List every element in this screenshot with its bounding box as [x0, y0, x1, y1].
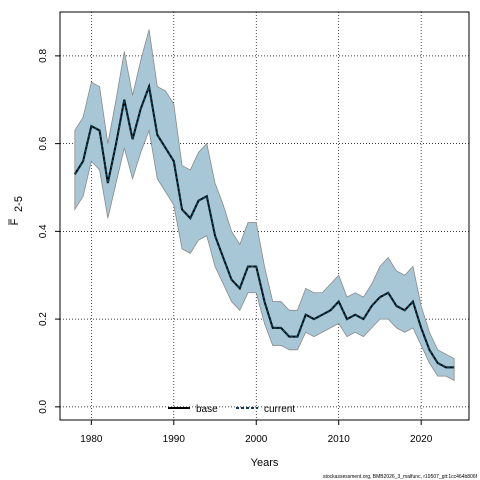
y-axis-ticks: 0.0 0.2 0.4 0.6 0.8 — [38, 48, 60, 414]
confidence-band — [74, 29, 455, 382]
footer-credit: stockassessment.org, BMB2026_3_malfunc, … — [323, 474, 478, 480]
x-tick-label: 1990 — [163, 434, 186, 445]
confidence-band-layer — [74, 29, 455, 382]
y-tick-label: 0.4 — [38, 224, 49, 238]
x-tick-label: 2020 — [410, 434, 433, 445]
legend: base current — [168, 404, 295, 415]
x-axis-ticks: 1980 1990 2000 2010 2020 — [80, 420, 433, 445]
legend-label-current: current — [264, 404, 295, 415]
y-axis-title-main: F — [9, 218, 21, 225]
y-tick-label: 0.8 — [38, 48, 49, 62]
y-axis-title: F 2-5 — [8, 196, 25, 225]
y-tick-label: 0.6 — [38, 136, 49, 150]
series-lines-layer — [73, 82, 455, 369]
x-axis-title: Years — [251, 457, 279, 469]
plot-frame — [59, 11, 470, 421]
series-line-current — [73, 82, 455, 369]
y-tick-label: 0.2 — [38, 312, 49, 326]
x-tick-label: 2000 — [245, 434, 268, 445]
y-tick-label: 0.0 — [38, 399, 49, 413]
x-tick-label: 2010 — [328, 434, 351, 445]
y-axis-title-subscript: 2-5 — [13, 196, 25, 212]
x-tick-label: 1980 — [80, 434, 103, 445]
legend-label-base: base — [196, 404, 218, 415]
